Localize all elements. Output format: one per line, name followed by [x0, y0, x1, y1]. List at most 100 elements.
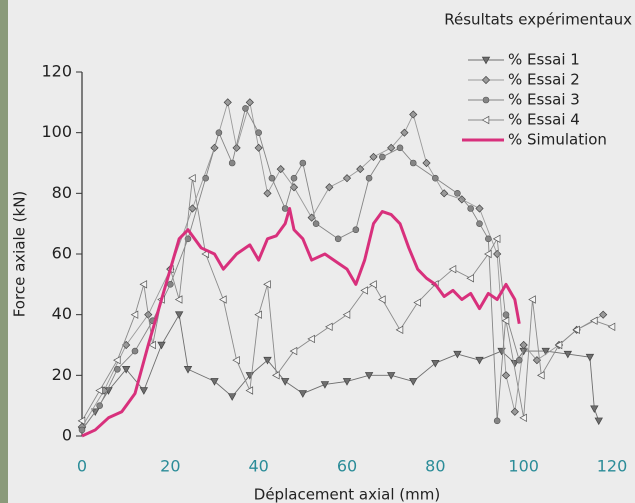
marker — [360, 286, 368, 295]
marker — [467, 205, 474, 212]
marker — [482, 96, 490, 104]
y-tick-label: 0 — [62, 426, 72, 445]
marker — [201, 249, 209, 259]
marker — [114, 365, 121, 373]
legend-label: % Essai 1 — [508, 51, 580, 69]
marker — [378, 295, 386, 304]
y-tick-label: 120 — [41, 62, 72, 81]
marker — [174, 295, 183, 304]
y-axis-label: Force axiale (kN) — [11, 191, 29, 318]
marker — [409, 378, 418, 386]
marker — [493, 249, 502, 259]
marker — [255, 129, 262, 136]
marker — [96, 402, 103, 409]
marker — [167, 281, 174, 288]
marker — [254, 310, 262, 319]
marker — [299, 159, 307, 167]
marker — [289, 346, 298, 356]
marker — [188, 204, 197, 213]
marker — [342, 174, 352, 183]
marker — [528, 295, 536, 304]
marker — [475, 204, 484, 213]
marker — [554, 340, 563, 350]
marker — [183, 366, 193, 374]
marker — [369, 152, 378, 162]
marker — [590, 405, 599, 414]
marker — [290, 174, 298, 182]
marker — [369, 280, 377, 289]
marker — [280, 378, 290, 386]
marker — [519, 340, 528, 350]
marker — [454, 190, 461, 197]
marker — [476, 220, 483, 227]
marker — [515, 356, 523, 364]
marker — [585, 353, 595, 362]
marker — [493, 417, 501, 425]
marker — [312, 220, 320, 227]
chart-title: Résultats expérimentaux — [444, 11, 632, 29]
marker — [184, 235, 192, 243]
marker — [453, 350, 462, 359]
x-axis-label: Déplacement axial (mm) — [254, 486, 440, 503]
y-tick-label: 40 — [52, 304, 72, 323]
marker — [466, 274, 474, 283]
x-tick-label: 0 — [77, 457, 87, 476]
marker — [475, 356, 484, 365]
marker — [320, 381, 330, 389]
marker — [537, 371, 545, 380]
marker — [210, 378, 219, 386]
y-tick-label: 20 — [52, 365, 72, 384]
marker — [223, 98, 232, 107]
marker — [254, 143, 263, 152]
marker — [481, 115, 490, 125]
legend-label: % Essai 2 — [508, 71, 580, 89]
marker — [245, 98, 254, 107]
marker — [431, 359, 440, 368]
marker — [272, 371, 280, 380]
marker — [276, 164, 285, 174]
marker — [541, 347, 550, 356]
marker — [395, 325, 404, 335]
marker — [113, 355, 121, 365]
marker — [400, 128, 409, 137]
marker — [448, 264, 457, 274]
legend-label: % Essai 3 — [508, 91, 580, 109]
marker — [386, 372, 396, 380]
marker — [325, 183, 334, 192]
marker — [325, 322, 333, 331]
marker — [157, 341, 166, 350]
marker — [492, 234, 501, 244]
marker — [501, 371, 511, 380]
marker — [334, 235, 342, 243]
marker — [219, 295, 227, 304]
marker — [174, 311, 184, 319]
marker — [356, 164, 365, 174]
marker — [139, 387, 149, 395]
marker — [396, 144, 404, 152]
marker — [481, 56, 491, 65]
marker — [298, 390, 308, 398]
left-edge — [0, 0, 8, 503]
marker — [432, 174, 439, 182]
legend-label: % Essai 4 — [508, 111, 580, 129]
marker — [501, 316, 510, 325]
marker — [227, 393, 237, 401]
marker — [131, 347, 139, 355]
marker — [228, 159, 236, 167]
marker — [242, 105, 249, 112]
marker — [215, 129, 223, 136]
x-tick-label: 60 — [337, 457, 357, 476]
marker — [130, 310, 139, 319]
marker — [307, 334, 315, 344]
marker — [365, 174, 373, 182]
marker — [139, 280, 148, 289]
marker — [563, 350, 573, 359]
series-line — [81, 314, 600, 431]
marker — [364, 372, 374, 380]
marker — [148, 340, 156, 350]
marker — [413, 298, 421, 307]
marker — [281, 205, 289, 212]
marker — [409, 110, 418, 119]
marker — [599, 310, 608, 319]
x-tick-label: 20 — [160, 457, 180, 476]
